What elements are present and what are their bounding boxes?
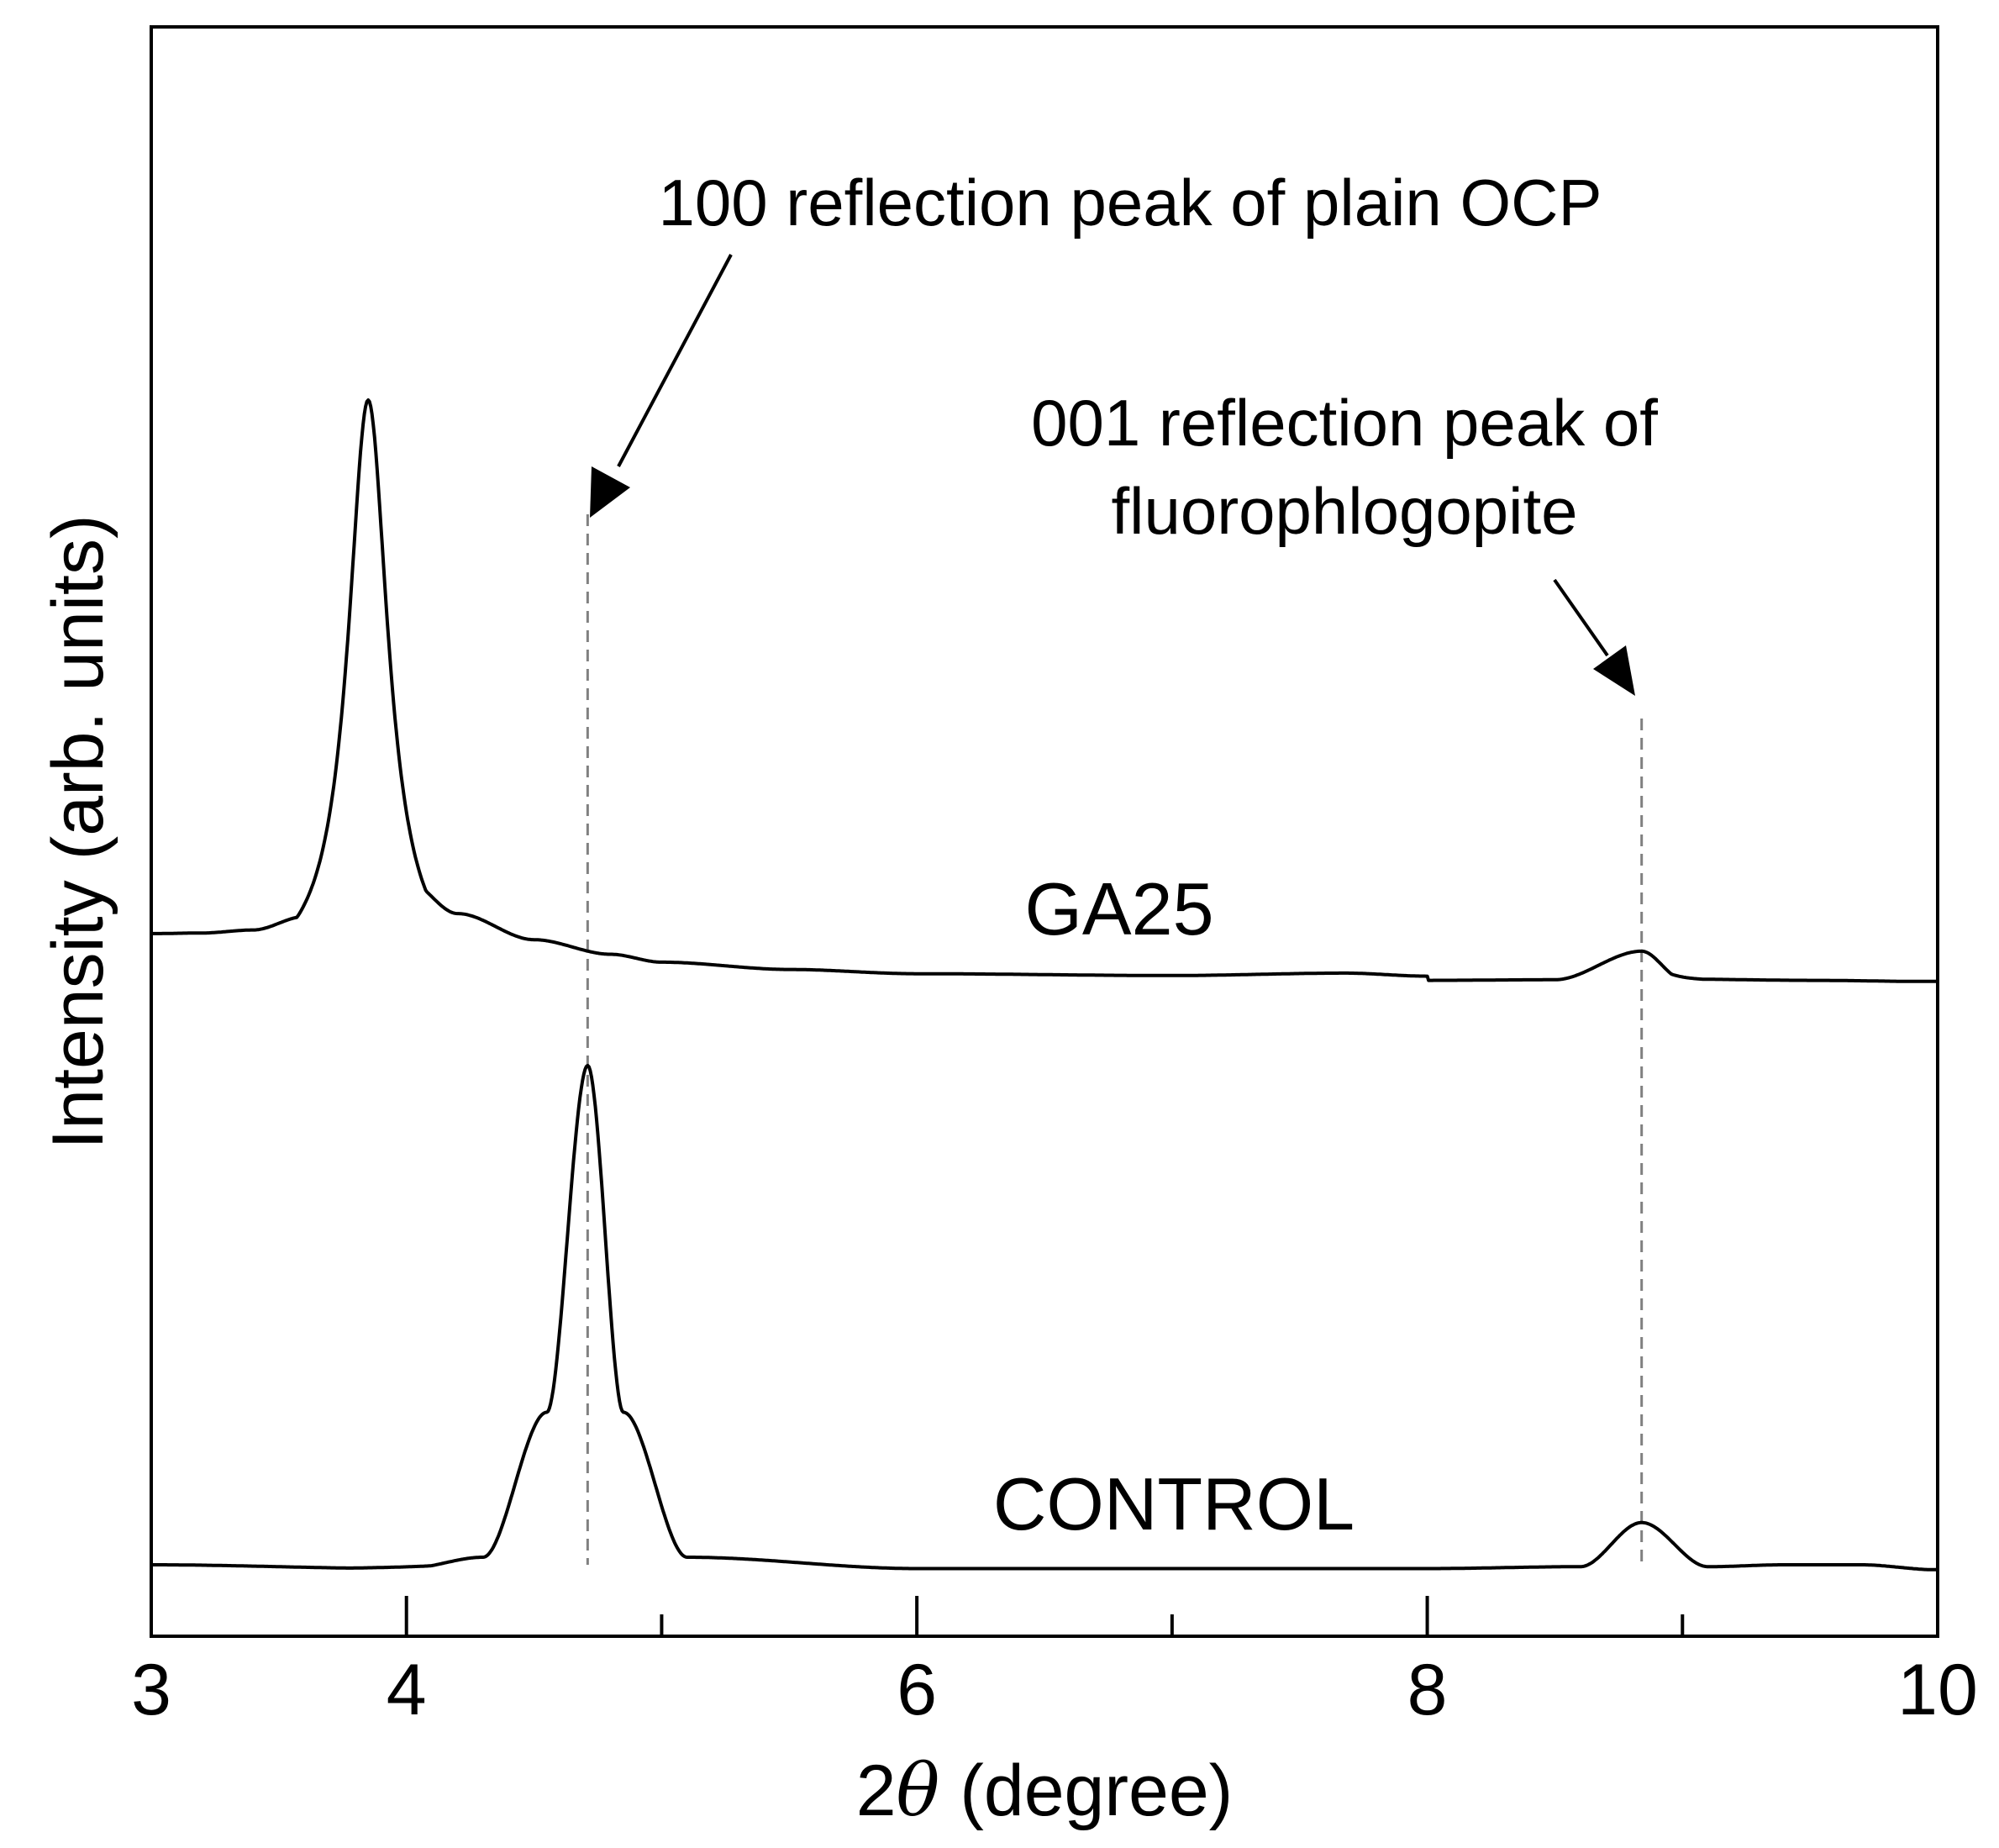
- x-tick-labels: 3 4 6 8 10: [131, 1650, 1978, 1730]
- annotation-ocp-label: 100 reflection peak of plain OCP: [658, 166, 1602, 240]
- annotation-fluoro-label-line1: 001 reflection peak of: [1031, 386, 1658, 460]
- x-tick-label-8: 8: [1407, 1650, 1448, 1730]
- annotation-ocp-arrow-shaft: [617, 254, 733, 467]
- y-axis-title: Intensity (arb. units): [38, 514, 118, 1149]
- x-tick-label-3: 3: [131, 1650, 171, 1730]
- annotation-ocp-arrow-head: [590, 466, 630, 518]
- x-tick-label-6: 6: [897, 1650, 937, 1730]
- series-line-ga25: [150, 398, 1939, 983]
- series-label-ga25: GA25: [1024, 867, 1213, 950]
- annotation-fluoro-arrow-shaft: [1553, 578, 1609, 657]
- x-axis-title-number: 2: [856, 1751, 897, 1831]
- series-layer: [150, 398, 1939, 1572]
- annotation-fluoro-arrow-head: [1593, 645, 1635, 696]
- plot-frame: [150, 25, 1939, 1638]
- series-line-control: [150, 1063, 1939, 1572]
- x-tick-label-4: 4: [387, 1650, 427, 1730]
- x-axis-title-unit: (degree): [939, 1751, 1233, 1831]
- x-tick-label-10: 10: [1897, 1650, 1978, 1730]
- series-label-control: CONTROL: [993, 1462, 1355, 1545]
- x-axis-title: 2θ (degree): [856, 1749, 1234, 1833]
- x-axis-title-theta: θ: [897, 1749, 940, 1833]
- annotation-fluoro-label-line2: fluorophlogopite: [1111, 474, 1577, 548]
- axis-ticks: [150, 1596, 1939, 1636]
- reference-lines: [586, 514, 1644, 1565]
